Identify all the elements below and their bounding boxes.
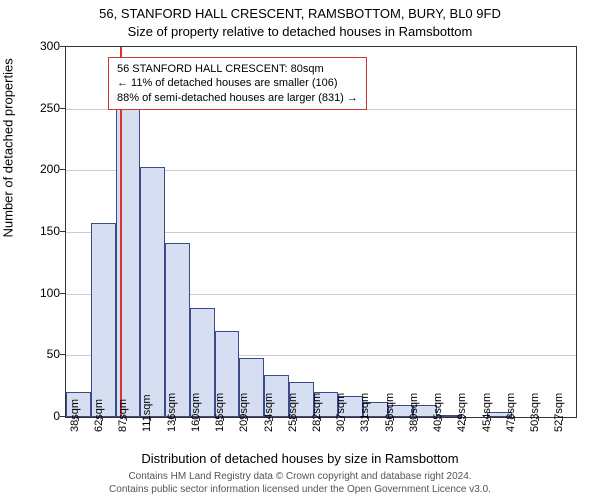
annotation-box: 56 STANFORD HALL CRESCENT: 80sqm ← 11% o… [108,57,367,110]
title-sub: Size of property relative to detached ho… [0,24,600,39]
histogram-bar [165,243,190,417]
ytick-label: 0 [20,409,60,423]
histogram-bar [116,106,141,417]
ytick-label: 250 [20,101,60,115]
xaxis-label: Distribution of detached houses by size … [0,451,600,466]
ytick-label: 200 [20,162,60,176]
footer-line: Contains public sector information licen… [0,484,600,497]
ytick-mark [60,354,65,355]
footer-attribution: Contains HM Land Registry data © Crown c… [0,471,600,496]
histogram-bar [140,167,165,417]
annotation-line: ← 11% of detached houses are smaller (10… [117,76,358,90]
ytick-label: 100 [20,286,60,300]
annotation-line: 88% of semi-detached houses are larger (… [117,91,358,105]
chart-area: 56 STANFORD HALL CRESCENT: 80sqm ← 11% o… [65,46,577,418]
ytick-mark [60,293,65,294]
ytick-label: 50 [20,347,60,361]
ytick-mark [60,416,65,417]
annotation-line: 56 STANFORD HALL CRESCENT: 80sqm [117,62,358,76]
ytick-mark [60,108,65,109]
yaxis-label: Number of detached properties [1,58,16,237]
ytick-label: 300 [20,39,60,53]
title-main: 56, STANFORD HALL CRESCENT, RAMSBOTTOM, … [0,6,600,21]
ytick-mark [60,46,65,47]
ytick-mark [60,231,65,232]
footer-line: Contains HM Land Registry data © Crown c… [0,471,600,484]
histogram-bar [91,223,116,417]
ytick-label: 150 [20,224,60,238]
ytick-mark [60,169,65,170]
